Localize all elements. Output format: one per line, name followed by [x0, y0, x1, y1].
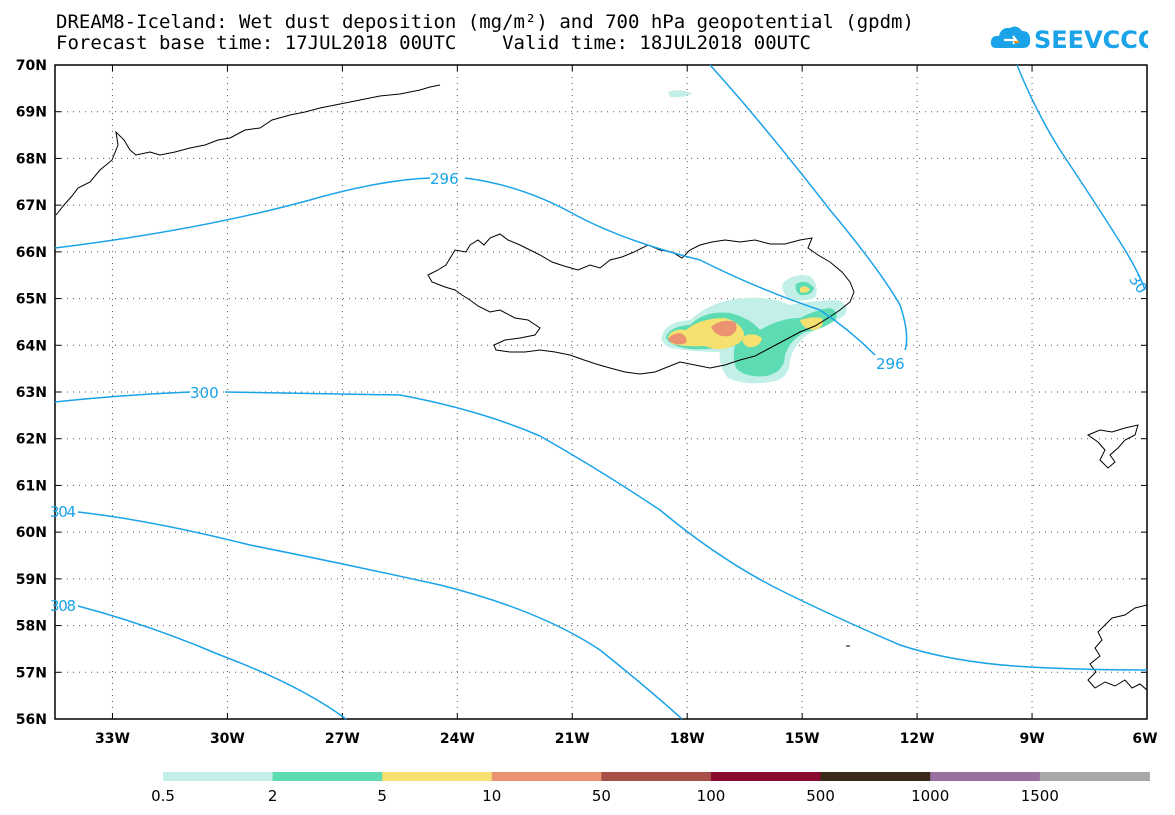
iceland-coast [427, 233, 855, 375]
legend-label: 1500 [1021, 787, 1059, 805]
contour-label-300: 300 [190, 384, 219, 402]
longitude-label: 21W [555, 731, 590, 747]
legend-label: 5 [377, 787, 387, 805]
longitude-label: 30W [210, 731, 245, 747]
legend-swatch [382, 772, 493, 781]
latitude-label: 59N [16, 572, 47, 588]
greenland-coast [55, 84, 441, 216]
latitude-label: 63N [16, 385, 47, 401]
seevccc-logo: SEEVCCC [990, 26, 1148, 54]
longitude-labels: 33W 30W 27W 24W 21W 18W 15W 12W 9W 6W [95, 731, 1158, 747]
longitude-label: 27W [325, 731, 360, 747]
deposition-level-5-north-core [800, 286, 810, 293]
contour-304 [77, 511, 683, 720]
contour-label-304: 304 [50, 503, 76, 521]
longitude-label: 15W [785, 731, 820, 747]
legend-swatch [163, 772, 274, 781]
latitude-label: 61N [16, 478, 47, 494]
legend-label: 500 [806, 787, 835, 805]
contour-296-west [54, 177, 876, 356]
legend-swatch [491, 772, 602, 781]
legend-swatch [1039, 772, 1150, 781]
latitude-label: 58N [16, 619, 47, 635]
latitude-label: 57N [16, 665, 47, 681]
latitude-label: 56N [16, 712, 47, 728]
axis-ticks [55, 64, 1148, 720]
contour-296-east [709, 64, 908, 351]
contour-308 [77, 605, 347, 720]
deposition-level-10 [668, 333, 687, 345]
latitude-label: 68N [16, 151, 47, 167]
contour-30x-east [1016, 64, 1146, 291]
latitude-label: 65N [16, 292, 47, 308]
contour-label-308: 308 [50, 597, 76, 615]
legend-swatch [820, 772, 931, 781]
legend-label: 2 [268, 787, 278, 805]
coastlines [55, 84, 1148, 691]
scotland-coast [1087, 604, 1148, 691]
faroe-coast [1086, 424, 1139, 469]
latitude-label: 64N [16, 338, 47, 354]
longitude-label: 33W [95, 731, 130, 747]
map-title: DREAM8-Iceland: Wet dust deposition (mg/… [56, 11, 914, 33]
deposition-level-10-center [711, 320, 737, 337]
legend-swatch [711, 772, 822, 781]
legend-label: 1000 [911, 787, 949, 805]
deposition-level-5-south [742, 334, 762, 348]
latitude-label: 62N [16, 432, 47, 448]
map-grid [55, 65, 1147, 719]
deposition-level-0.5-northeast [668, 90, 692, 98]
legend-swatch [272, 772, 383, 781]
deposition-level-5-east [800, 317, 824, 330]
longitude-label: 9W [1019, 731, 1044, 747]
legend-swatch [930, 772, 1041, 781]
legend-label: 50 [592, 787, 611, 805]
latitude-label: 67N [16, 198, 47, 214]
longitude-label: 18W [670, 731, 705, 747]
legend-swatch [601, 772, 712, 781]
geopotential-contours [54, 64, 1148, 720]
latitude-labels: 70N 69N 68N 67N 66N 65N 64N 63N 62N 61N 60N 59N 58N 5… [16, 58, 47, 728]
latitude-label: 66N [16, 245, 47, 261]
longitude-label: 6W [1132, 731, 1157, 747]
latitude-label: 70N [16, 58, 47, 74]
legend-label: 10 [482, 787, 501, 805]
contour-label-296-west: 296 [430, 170, 459, 188]
logo-text: SEEVCCC [1034, 26, 1148, 54]
dust-deposition-shading [661, 90, 847, 384]
latitude-label: 60N [16, 525, 47, 541]
forecast-time-line: Forecast base time: 17JUL2018 00UTC Vali… [56, 32, 811, 54]
color-legend: 0.5 2 5 10 50 100 500 1000 1500 [151, 772, 1150, 805]
contour-300 [54, 391, 1148, 671]
legend-label: 100 [697, 787, 726, 805]
longitude-label: 12W [900, 731, 935, 747]
cloud-icon [990, 26, 1031, 48]
latitude-label: 69N [16, 105, 47, 121]
longitude-label: 24W [440, 731, 475, 747]
contour-label-296-east: 296 [876, 355, 905, 373]
legend-label: 0.5 [151, 787, 175, 805]
